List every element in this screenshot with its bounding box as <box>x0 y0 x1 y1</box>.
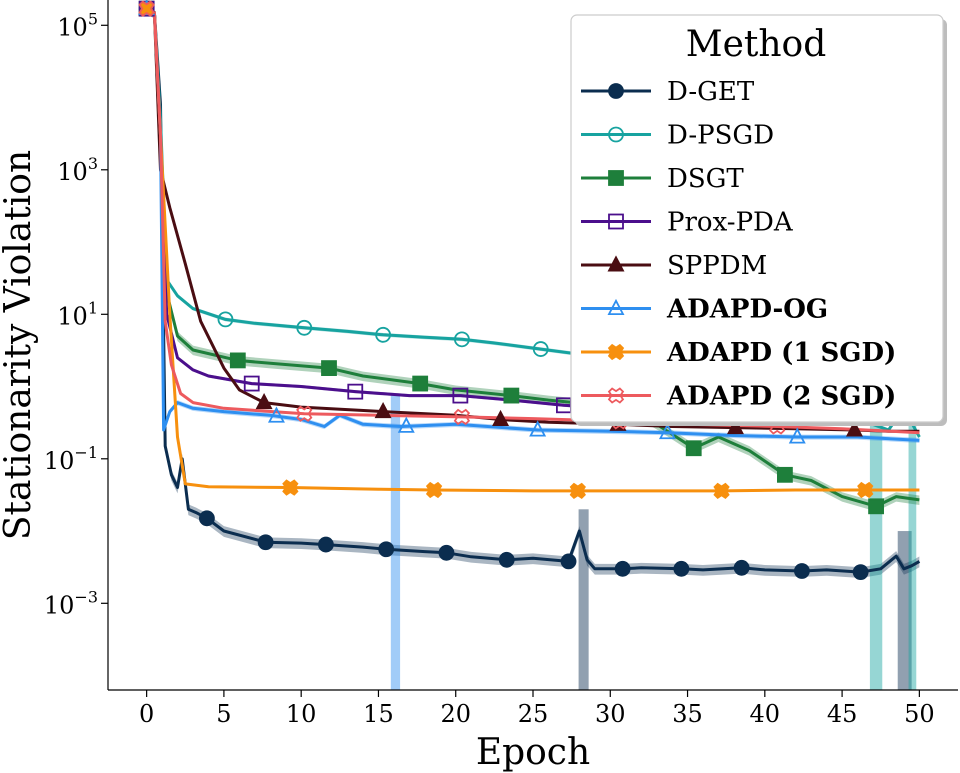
legend-title: Method <box>686 24 827 65</box>
x-tick-label-50: 50 <box>904 700 935 728</box>
prox-pda-point-1 <box>243 375 260 392</box>
d-get-point-10 <box>733 559 750 576</box>
d-psgd-point-4 <box>454 331 470 348</box>
x-tick-label-15: 15 <box>363 700 394 728</box>
legend-sppdm-label: SPPDM <box>667 251 767 281</box>
adapd-og-line <box>145 7 920 442</box>
prox-pda-point-2 <box>347 383 364 400</box>
dsgt-point-3 <box>412 375 429 392</box>
dsgt-point-6 <box>685 440 702 457</box>
dsgt-point-2 <box>321 360 337 377</box>
adapd-1-sgd-point-4 <box>713 482 730 500</box>
d-get-point-1 <box>199 510 215 527</box>
legend-entries: D-GET D-PSGD DSGT Prox-PDA SPPDM ADAPD-OG ADAP… <box>581 77 896 412</box>
x-axis-ticks: 0 5 10 15 20 25 30 35 40 45 50 <box>139 690 935 728</box>
adapd-og-point-3 <box>529 420 547 437</box>
legend-box <box>570 14 944 423</box>
d-get-spike-band-1 <box>897 531 912 690</box>
legend-sppdm-marker <box>607 255 625 272</box>
adapd-og-point-5 <box>788 427 806 444</box>
d-psgd-point-1 <box>217 311 234 328</box>
legend-dsgt-marker <box>608 170 624 186</box>
legend-d-get-label: D-GET <box>667 77 755 107</box>
x-tick-label-35: 35 <box>672 700 703 728</box>
d-get-point-9 <box>673 560 690 577</box>
d-get-point-5 <box>438 544 455 561</box>
adapd-2-sgd-point-2 <box>453 408 471 426</box>
y-axis-label: Stationarity Violation <box>0 150 39 540</box>
prox-pda-point-3 <box>452 387 469 404</box>
x-tick-label-45: 45 <box>827 700 858 728</box>
legend: Method D-GET D-PSGD DSGT Prox-PDA SPPDM ADAPD… <box>570 14 947 426</box>
adapd-1-sgd-line <box>145 7 920 493</box>
legend-dsgt-label: DSGT <box>667 164 744 194</box>
dsgt-point-7 <box>777 466 793 483</box>
y-tick-label-5: 105 <box>57 9 98 41</box>
y-tick-label--3: 10−3 <box>44 587 98 619</box>
x-tick-label-0: 0 <box>139 700 154 728</box>
legend-adapd-1-sgd-label: ADAPD (1 SGD) <box>666 338 896 368</box>
legend-adapd-2-sgd-marker <box>607 387 625 404</box>
sppdm-point-1 <box>255 392 273 410</box>
dsgt-point-4 <box>503 387 520 404</box>
y-axis-ticks: 105 103 101 10−1 10−3 <box>44 9 108 619</box>
adapd-og-point-1 <box>267 406 285 423</box>
sppdm-point-2 <box>374 401 392 419</box>
legend-adapd-og-label: ADAPD-OG <box>666 295 828 325</box>
sppdm-point-5 <box>726 417 744 435</box>
x-tick-label-10: 10 <box>286 700 317 728</box>
adapd-og-point-4 <box>658 423 676 440</box>
sppdm-point-6 <box>845 420 863 437</box>
d-get-point-8 <box>614 560 631 577</box>
x-tick-label-5: 5 <box>216 700 231 728</box>
legend-d-psgd-marker <box>608 126 624 143</box>
d-get-spike-band-0 <box>578 509 589 690</box>
x-axis-label: Epoch <box>476 732 590 773</box>
legend-adapd-2-sgd-label: ADAPD (2 SGD) <box>666 382 896 412</box>
d-get-point-6 <box>498 551 515 568</box>
adapd-2-sgd-point-0 <box>138 0 155 17</box>
x-tick-label-40: 40 <box>750 700 781 728</box>
adapd-1-sgd-point-5 <box>857 481 874 499</box>
d-get-point-7 <box>560 553 577 570</box>
dsgt-point-8 <box>868 498 884 515</box>
adapd-1-sgd-point-2 <box>425 481 443 499</box>
legend-prox-pda-marker <box>608 213 624 230</box>
legend-d-get-marker <box>608 83 624 99</box>
legend-d-psgd-label: D-PSGD <box>667 121 774 151</box>
d-psgd-spike-band-0 <box>869 424 883 690</box>
d-psgd-point-3 <box>375 326 391 343</box>
d-get-point-2 <box>257 534 274 551</box>
adapd-2-sgd-point-1 <box>296 405 313 422</box>
adapd-1-sgd-point-3 <box>569 482 586 500</box>
d-psgd-point-5 <box>532 341 549 357</box>
x-tick-label-20: 20 <box>440 700 471 728</box>
y-tick-label--1: 10−1 <box>44 443 98 475</box>
dsgt-line <box>145 7 920 508</box>
d-get-point-3 <box>318 536 334 553</box>
adapd-og-point-2 <box>397 416 415 433</box>
x-tick-label-30: 30 <box>595 700 626 728</box>
d-psgd-point-2 <box>296 319 313 336</box>
d-psgd-spike-band-1 <box>908 415 917 690</box>
y-tick-label-1: 101 <box>57 298 98 330</box>
legend-prox-pda-label: Prox-PDA <box>667 208 794 238</box>
legend-adapd-1-sgd-marker <box>607 343 625 361</box>
adapd-og-spike-band-0 <box>390 393 401 690</box>
d-get-point-4 <box>378 541 395 558</box>
adapd-1-sgd-point-1 <box>282 479 299 496</box>
y-tick-label-3: 103 <box>57 154 98 186</box>
sppdm-point-3 <box>492 409 510 426</box>
dsgt-point-1 <box>229 352 246 369</box>
series-markers <box>138 0 886 581</box>
legend-adapd-og-marker <box>607 298 625 316</box>
d-get-point-11 <box>794 563 810 579</box>
d-get-point-12 <box>852 564 869 581</box>
x-tick-label-25: 25 <box>518 700 549 728</box>
